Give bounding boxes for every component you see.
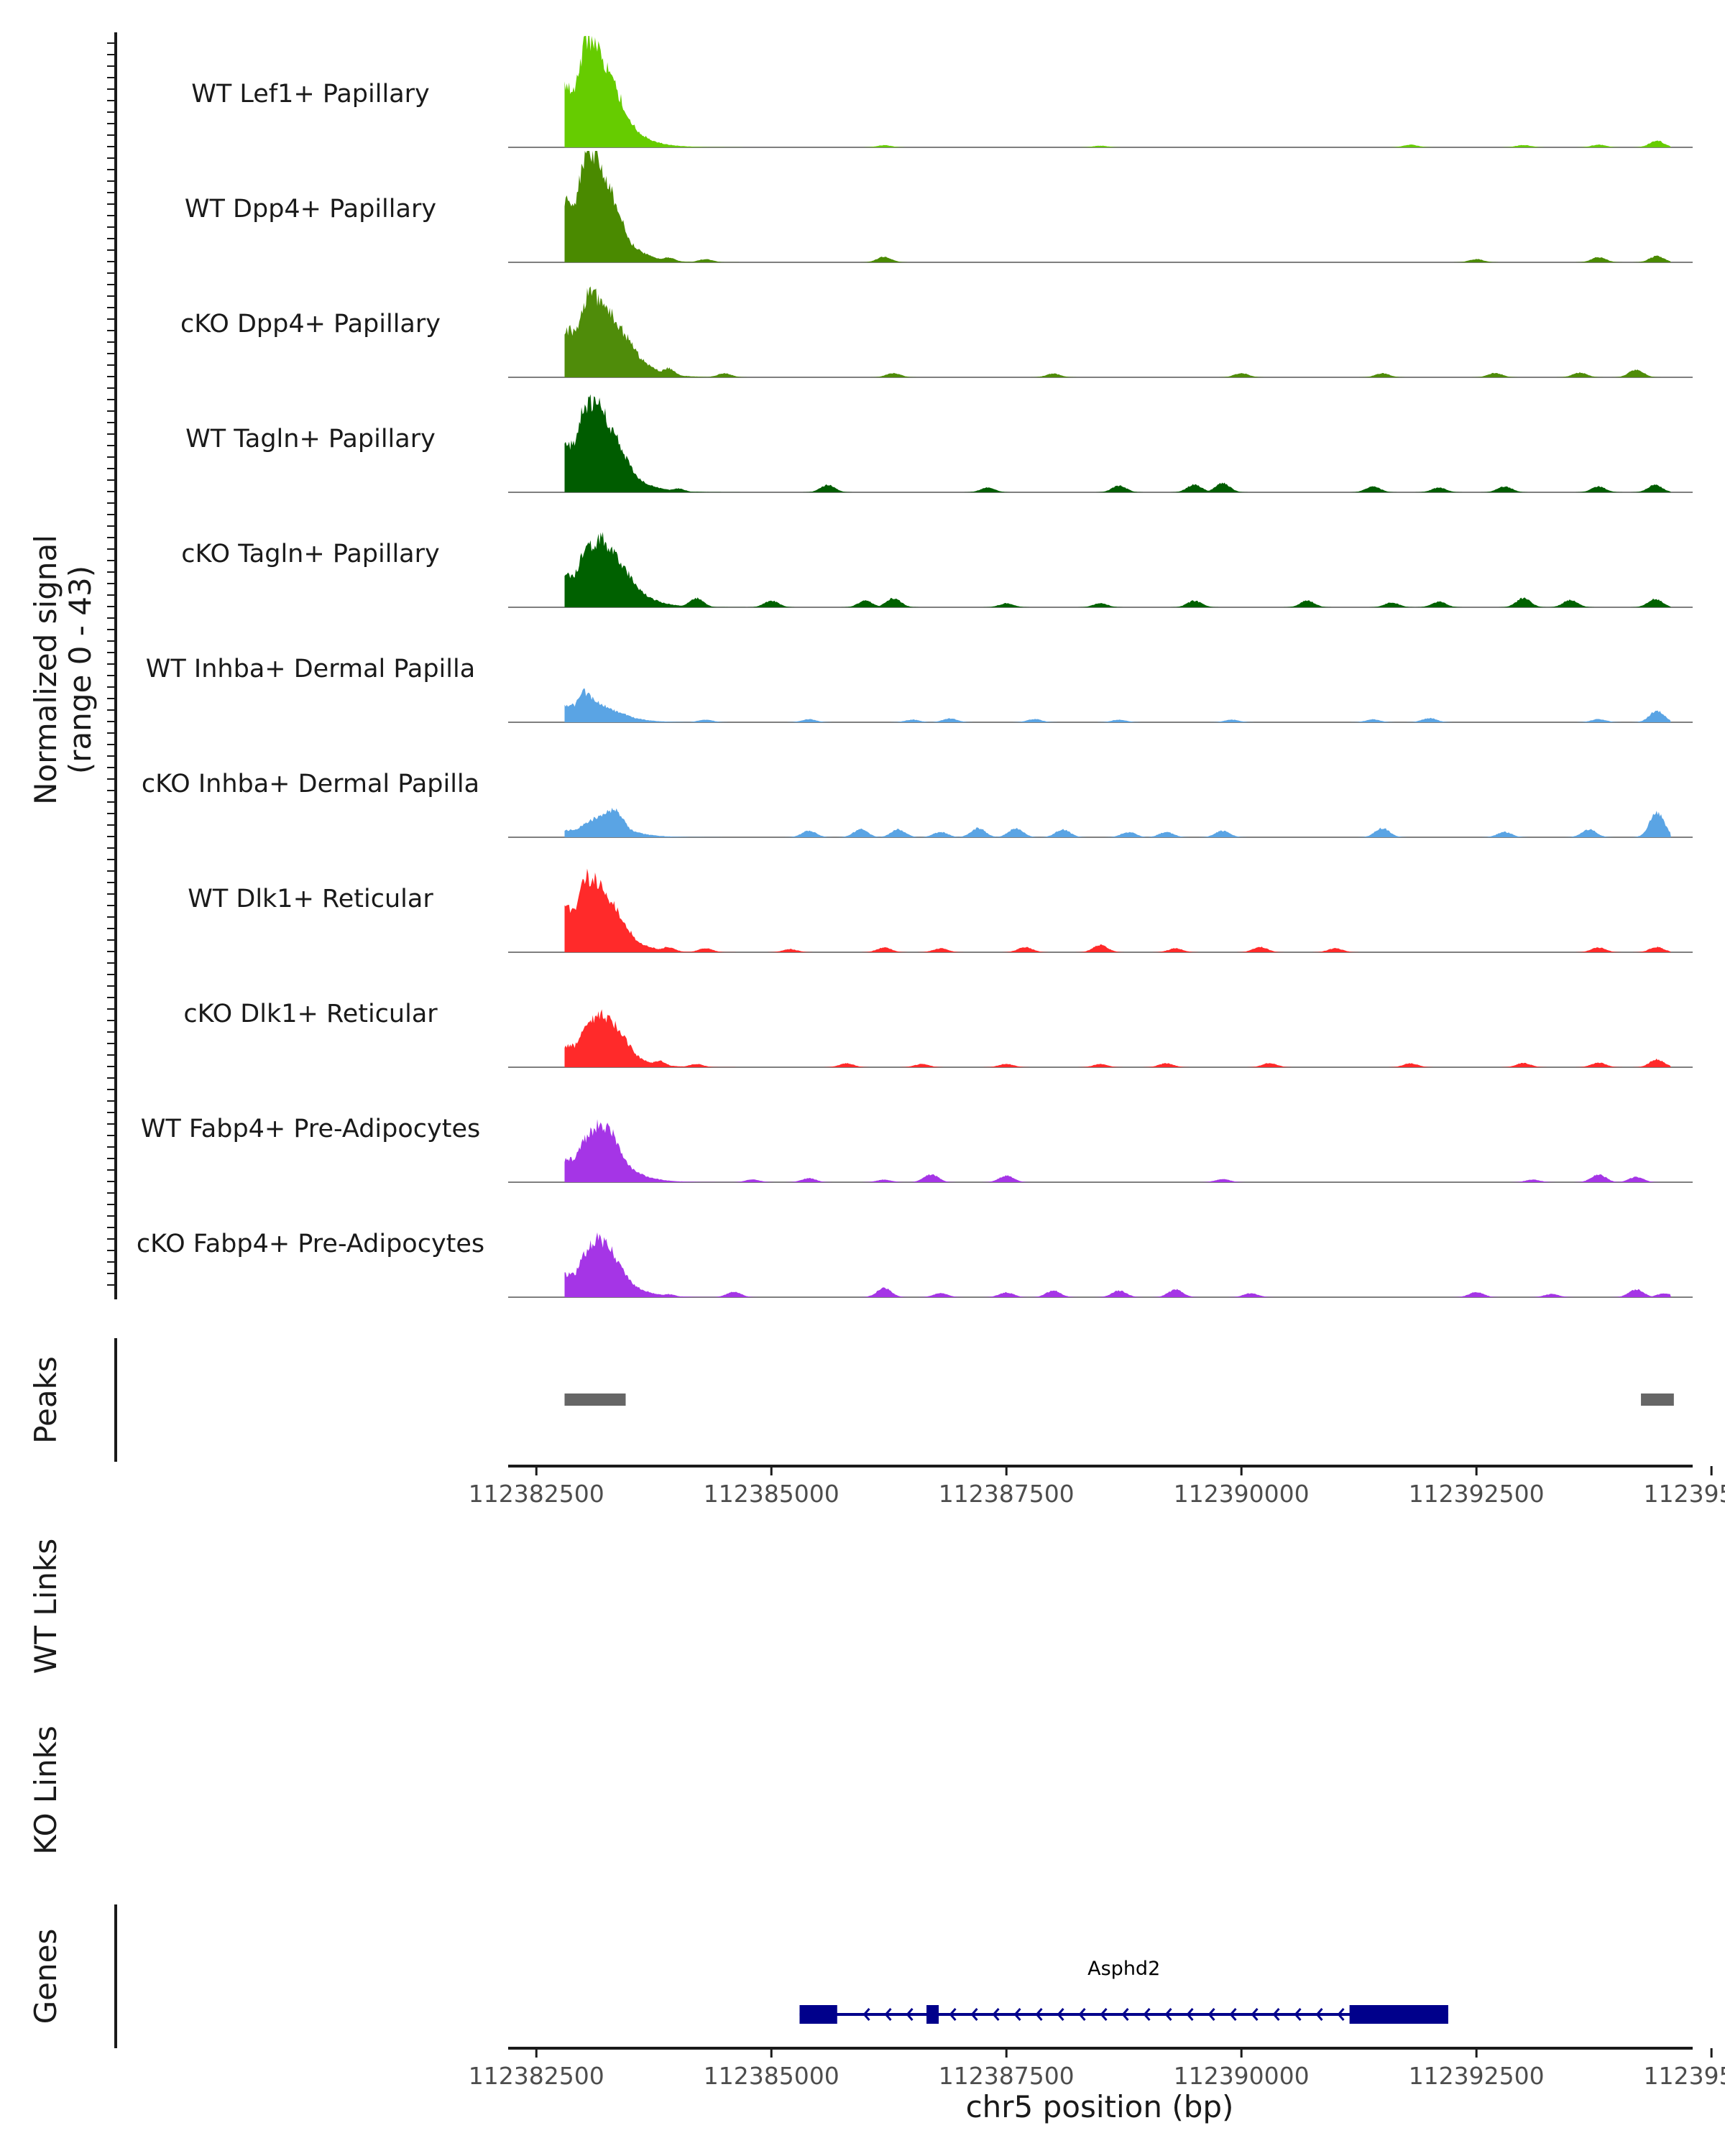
gene-exon [799, 2005, 837, 2024]
coverage-area [564, 36, 1671, 147]
coverage-area [564, 808, 1671, 837]
strand-arrow [1337, 2008, 1345, 2021]
strand-arrow [1100, 2008, 1108, 2021]
strand-arrow [1251, 2008, 1259, 2021]
coverage-area [564, 1119, 1671, 1182]
strand-arrow [884, 2008, 892, 2021]
gene-exon [926, 2005, 939, 2024]
coverage-track: WT Lef1+ Papillary [191, 36, 1693, 148]
coverage-track-label: cKO Dlk1+ Reticular [183, 1000, 438, 1028]
strand-arrow [970, 2008, 978, 2021]
coverage-track-label: WT Fabp4+ Pre-Adipocytes [141, 1115, 480, 1143]
strand-arrow [1057, 2008, 1064, 2021]
strand-arrow [1272, 2008, 1280, 2021]
peaks-track-label: Peaks [28, 1356, 63, 1444]
gene-models: Asphd2 [799, 1958, 1448, 2024]
strand-arrow [1035, 2008, 1043, 2021]
genes-track-label: Genes [28, 1929, 63, 2024]
coverage-track-label: WT Lef1+ Papillary [191, 80, 430, 109]
coverage-area [564, 394, 1671, 492]
strand-arrow [1078, 2008, 1086, 2021]
strand-arrow [862, 2008, 870, 2021]
coverage-area [564, 286, 1671, 377]
coverage-track: cKO Inhba+ Dermal Papilla [142, 770, 1693, 838]
peak-interval [564, 1393, 626, 1406]
coverage-track-label: WT Dpp4+ Papillary [185, 195, 436, 224]
coverage-track-label: cKO Tagln+ Papillary [181, 540, 440, 568]
strand-arrow [949, 2008, 957, 2021]
strand-arrow [1143, 2008, 1151, 2021]
strand-arrow [992, 2008, 1000, 2021]
coverage-area [564, 532, 1671, 607]
coverage-track: cKO Dlk1+ Reticular [183, 1000, 1693, 1068]
coverage-area [564, 868, 1671, 952]
x-axis-lower: 112382500 112385000 112387500 112390000 1123… [469, 2047, 1725, 2090]
x-axis-upper: 112382500 112385000 112387500 112390000 1123… [469, 1465, 1725, 1508]
coverage-track: cKO Tagln+ Papillary [181, 532, 1693, 608]
gene-exon [1349, 2005, 1448, 2024]
peak-intervals [564, 1393, 1674, 1406]
coverage-area [564, 1232, 1671, 1297]
x-tick-label: 112395000 [1644, 2062, 1725, 2090]
coverage-track: WT Inhba+ Dermal Papilla [146, 655, 1693, 723]
coverage-y-label: Normalized signal [28, 535, 63, 805]
coverage-track-label: cKO Dpp4+ Papillary [180, 310, 441, 338]
strand-arrow [1315, 2008, 1323, 2021]
gene-name-label: Asphd2 [1087, 1958, 1160, 1980]
wt-links-label: WT Links [28, 1539, 63, 1674]
strand-arrow [1294, 2008, 1302, 2021]
x-tick-label: 112382500 [469, 1480, 604, 1508]
coverage-track: WT Fabp4+ Pre-Adipocytes [141, 1115, 1693, 1183]
strand-arrow [1229, 2008, 1237, 2021]
x-tick-label: 112387500 [939, 1480, 1075, 1508]
coverage-y-range: (range 0 - 43) [63, 566, 98, 774]
coverage-track: cKO Dpp4+ Papillary [180, 286, 1693, 378]
x-tick-label: 112385000 [704, 1480, 840, 1508]
coverage-area [564, 688, 1671, 722]
coverage-track-label: cKO Inhba+ Dermal Papilla [142, 770, 479, 798]
x-tick-label: 112392500 [1409, 2062, 1545, 2090]
ko-links-label: KO Links [28, 1726, 63, 1855]
coverage-track: WT Tagln+ Papillary [185, 394, 1693, 493]
coverage-track-label: WT Tagln+ Papillary [185, 425, 436, 453]
strand-arrow [1186, 2008, 1194, 2021]
coverage-area [564, 151, 1671, 262]
strand-arrow [1121, 2008, 1129, 2021]
coverage-tracks: WT Lef1+ Papillary WT Dpp4+ Papillary cKO … [137, 36, 1693, 1298]
x-tick-label: 112387500 [939, 2062, 1075, 2090]
x-tick-label: 112382500 [469, 2062, 604, 2090]
gene-model: Asphd2 [799, 1958, 1448, 2024]
strand-arrow [1208, 2008, 1215, 2021]
coverage-track: cKO Fabp4+ Pre-Adipocytes [137, 1230, 1693, 1298]
coverage-track: WT Dlk1+ Reticular [188, 868, 1693, 953]
coverage-track-label: cKO Fabp4+ Pre-Adipocytes [137, 1230, 484, 1258]
coverage-track: WT Dpp4+ Papillary [185, 151, 1693, 263]
coverage-area [564, 1009, 1671, 1067]
x-tick-label: 112385000 [704, 2062, 840, 2090]
coverage-track-label: WT Inhba+ Dermal Papilla [146, 655, 475, 683]
strand-arrow [1013, 2008, 1021, 2021]
strand-arrow [906, 2008, 914, 2021]
coverage-y-ticks [107, 42, 116, 1286]
x-axis-title: chr5 position (bp) [966, 2089, 1234, 2124]
x-tick-label: 112390000 [1174, 2062, 1310, 2090]
x-tick-label: 112390000 [1174, 1480, 1310, 1508]
coverage-track-label: WT Dlk1+ Reticular [188, 885, 433, 913]
peak-interval [1641, 1393, 1674, 1406]
x-tick-label: 112395000 [1644, 1480, 1725, 1508]
strand-arrow [1164, 2008, 1172, 2021]
x-tick-label: 112392500 [1409, 1480, 1545, 1508]
